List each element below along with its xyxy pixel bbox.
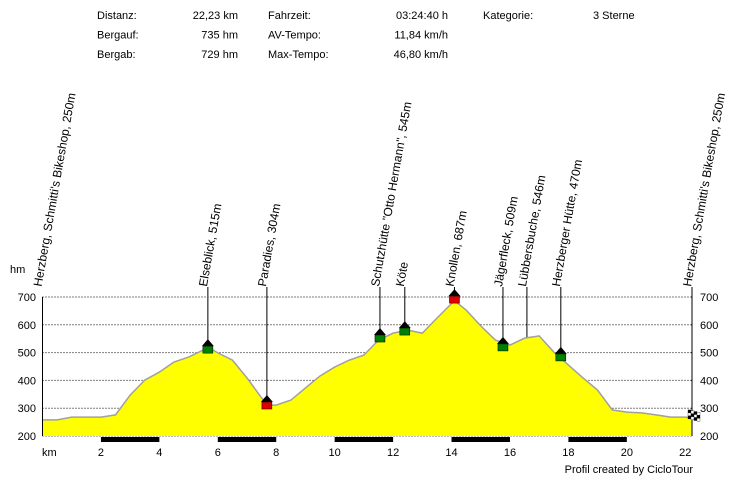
stat-value: 3 Sterne bbox=[593, 10, 635, 22]
flag-cell bbox=[696, 412, 701, 416]
scale-bar bbox=[568, 437, 627, 442]
stat-label: Bergauf: bbox=[97, 30, 139, 42]
scale-bar bbox=[217, 437, 277, 442]
marker-roof bbox=[554, 346, 567, 354]
stat-label: AV-Tempo: bbox=[268, 30, 321, 42]
x-tick-label: 14 bbox=[445, 447, 457, 459]
marker-roof bbox=[496, 336, 509, 344]
marker-body bbox=[497, 343, 509, 352]
marker-roof bbox=[260, 395, 273, 403]
y-tick-label: 700 bbox=[18, 292, 36, 304]
flag-cell bbox=[690, 413, 695, 417]
x-tick-label: 18 bbox=[562, 447, 574, 459]
marker-roof bbox=[201, 339, 214, 347]
y-tick-label: 600 bbox=[18, 320, 36, 332]
stat-label: Max-Tempo: bbox=[268, 49, 329, 61]
flag-cell bbox=[693, 411, 698, 415]
y-axis-label: hm bbox=[10, 264, 25, 276]
stat-value: 03:24:40 h bbox=[396, 10, 448, 22]
x-tick-label: 20 bbox=[621, 447, 633, 459]
stat-label: Bergab: bbox=[97, 49, 136, 61]
profile-line bbox=[42, 299, 693, 421]
x-tick-label: 10 bbox=[329, 447, 341, 459]
stat-label: Distanz: bbox=[97, 10, 137, 22]
stat-value: 729 hm bbox=[201, 49, 238, 61]
flag-cell bbox=[687, 409, 692, 414]
y-tick-label: 300 bbox=[18, 403, 36, 415]
x-tick-label: 4 bbox=[156, 447, 162, 459]
y-tick-label: 200 bbox=[18, 431, 36, 443]
x-axis-label: km bbox=[42, 447, 57, 459]
stat-value: 11,84 km/h bbox=[394, 30, 448, 42]
marker-roof bbox=[448, 289, 461, 297]
scale-bar bbox=[334, 437, 394, 442]
flag-cell bbox=[687, 415, 692, 420]
stat-value: 46,80 km/h bbox=[394, 49, 448, 61]
y-tick-label-right: 200 bbox=[700, 431, 718, 443]
stat-value: 22,23 km bbox=[193, 10, 238, 22]
x-tick-label: 12 bbox=[387, 447, 399, 459]
marker-body bbox=[374, 334, 386, 343]
marker-roof bbox=[373, 328, 386, 336]
y-tick-label-right: 300 bbox=[700, 403, 718, 415]
flag-cell bbox=[693, 417, 698, 421]
marker-body bbox=[555, 353, 567, 362]
marker-body bbox=[202, 345, 214, 354]
x-tick-label: 16 bbox=[504, 447, 516, 459]
y-tick-label: 500 bbox=[18, 348, 36, 360]
credit: Profil created by CicloTour bbox=[565, 464, 694, 476]
y-tick-label-right: 400 bbox=[700, 375, 718, 387]
marker-body bbox=[261, 401, 273, 410]
x-tick-label: 2 bbox=[98, 447, 104, 459]
scale-bar bbox=[100, 437, 160, 442]
marker-body bbox=[399, 327, 411, 336]
profile-area bbox=[42, 300, 692, 436]
flag-cell bbox=[693, 414, 698, 418]
y-tick-label: 400 bbox=[18, 375, 36, 387]
scale-bar bbox=[451, 437, 510, 442]
flag-cell bbox=[690, 410, 695, 414]
x-tick-label: 6 bbox=[215, 447, 221, 459]
stat-value: 735 hm bbox=[201, 30, 238, 42]
stat-label: Fahrzeit: bbox=[268, 10, 311, 22]
marker-roof bbox=[398, 321, 411, 329]
finish-flag bbox=[687, 409, 701, 422]
stat-label: Kategorie: bbox=[483, 10, 533, 22]
flag-cell bbox=[696, 415, 701, 419]
flag-cell bbox=[690, 416, 695, 420]
marker-body bbox=[449, 295, 460, 304]
x-tick-label: 8 bbox=[273, 447, 279, 459]
y-tick-label-right: 600 bbox=[700, 320, 718, 332]
y-tick-label-right: 500 bbox=[700, 348, 718, 360]
y-tick-label-right: 700 bbox=[700, 292, 718, 304]
flag-cell bbox=[696, 418, 701, 422]
x-tick-label: 22 bbox=[679, 447, 691, 459]
flag-cell bbox=[687, 412, 692, 417]
waypoint-label: Köte bbox=[393, 260, 411, 287]
